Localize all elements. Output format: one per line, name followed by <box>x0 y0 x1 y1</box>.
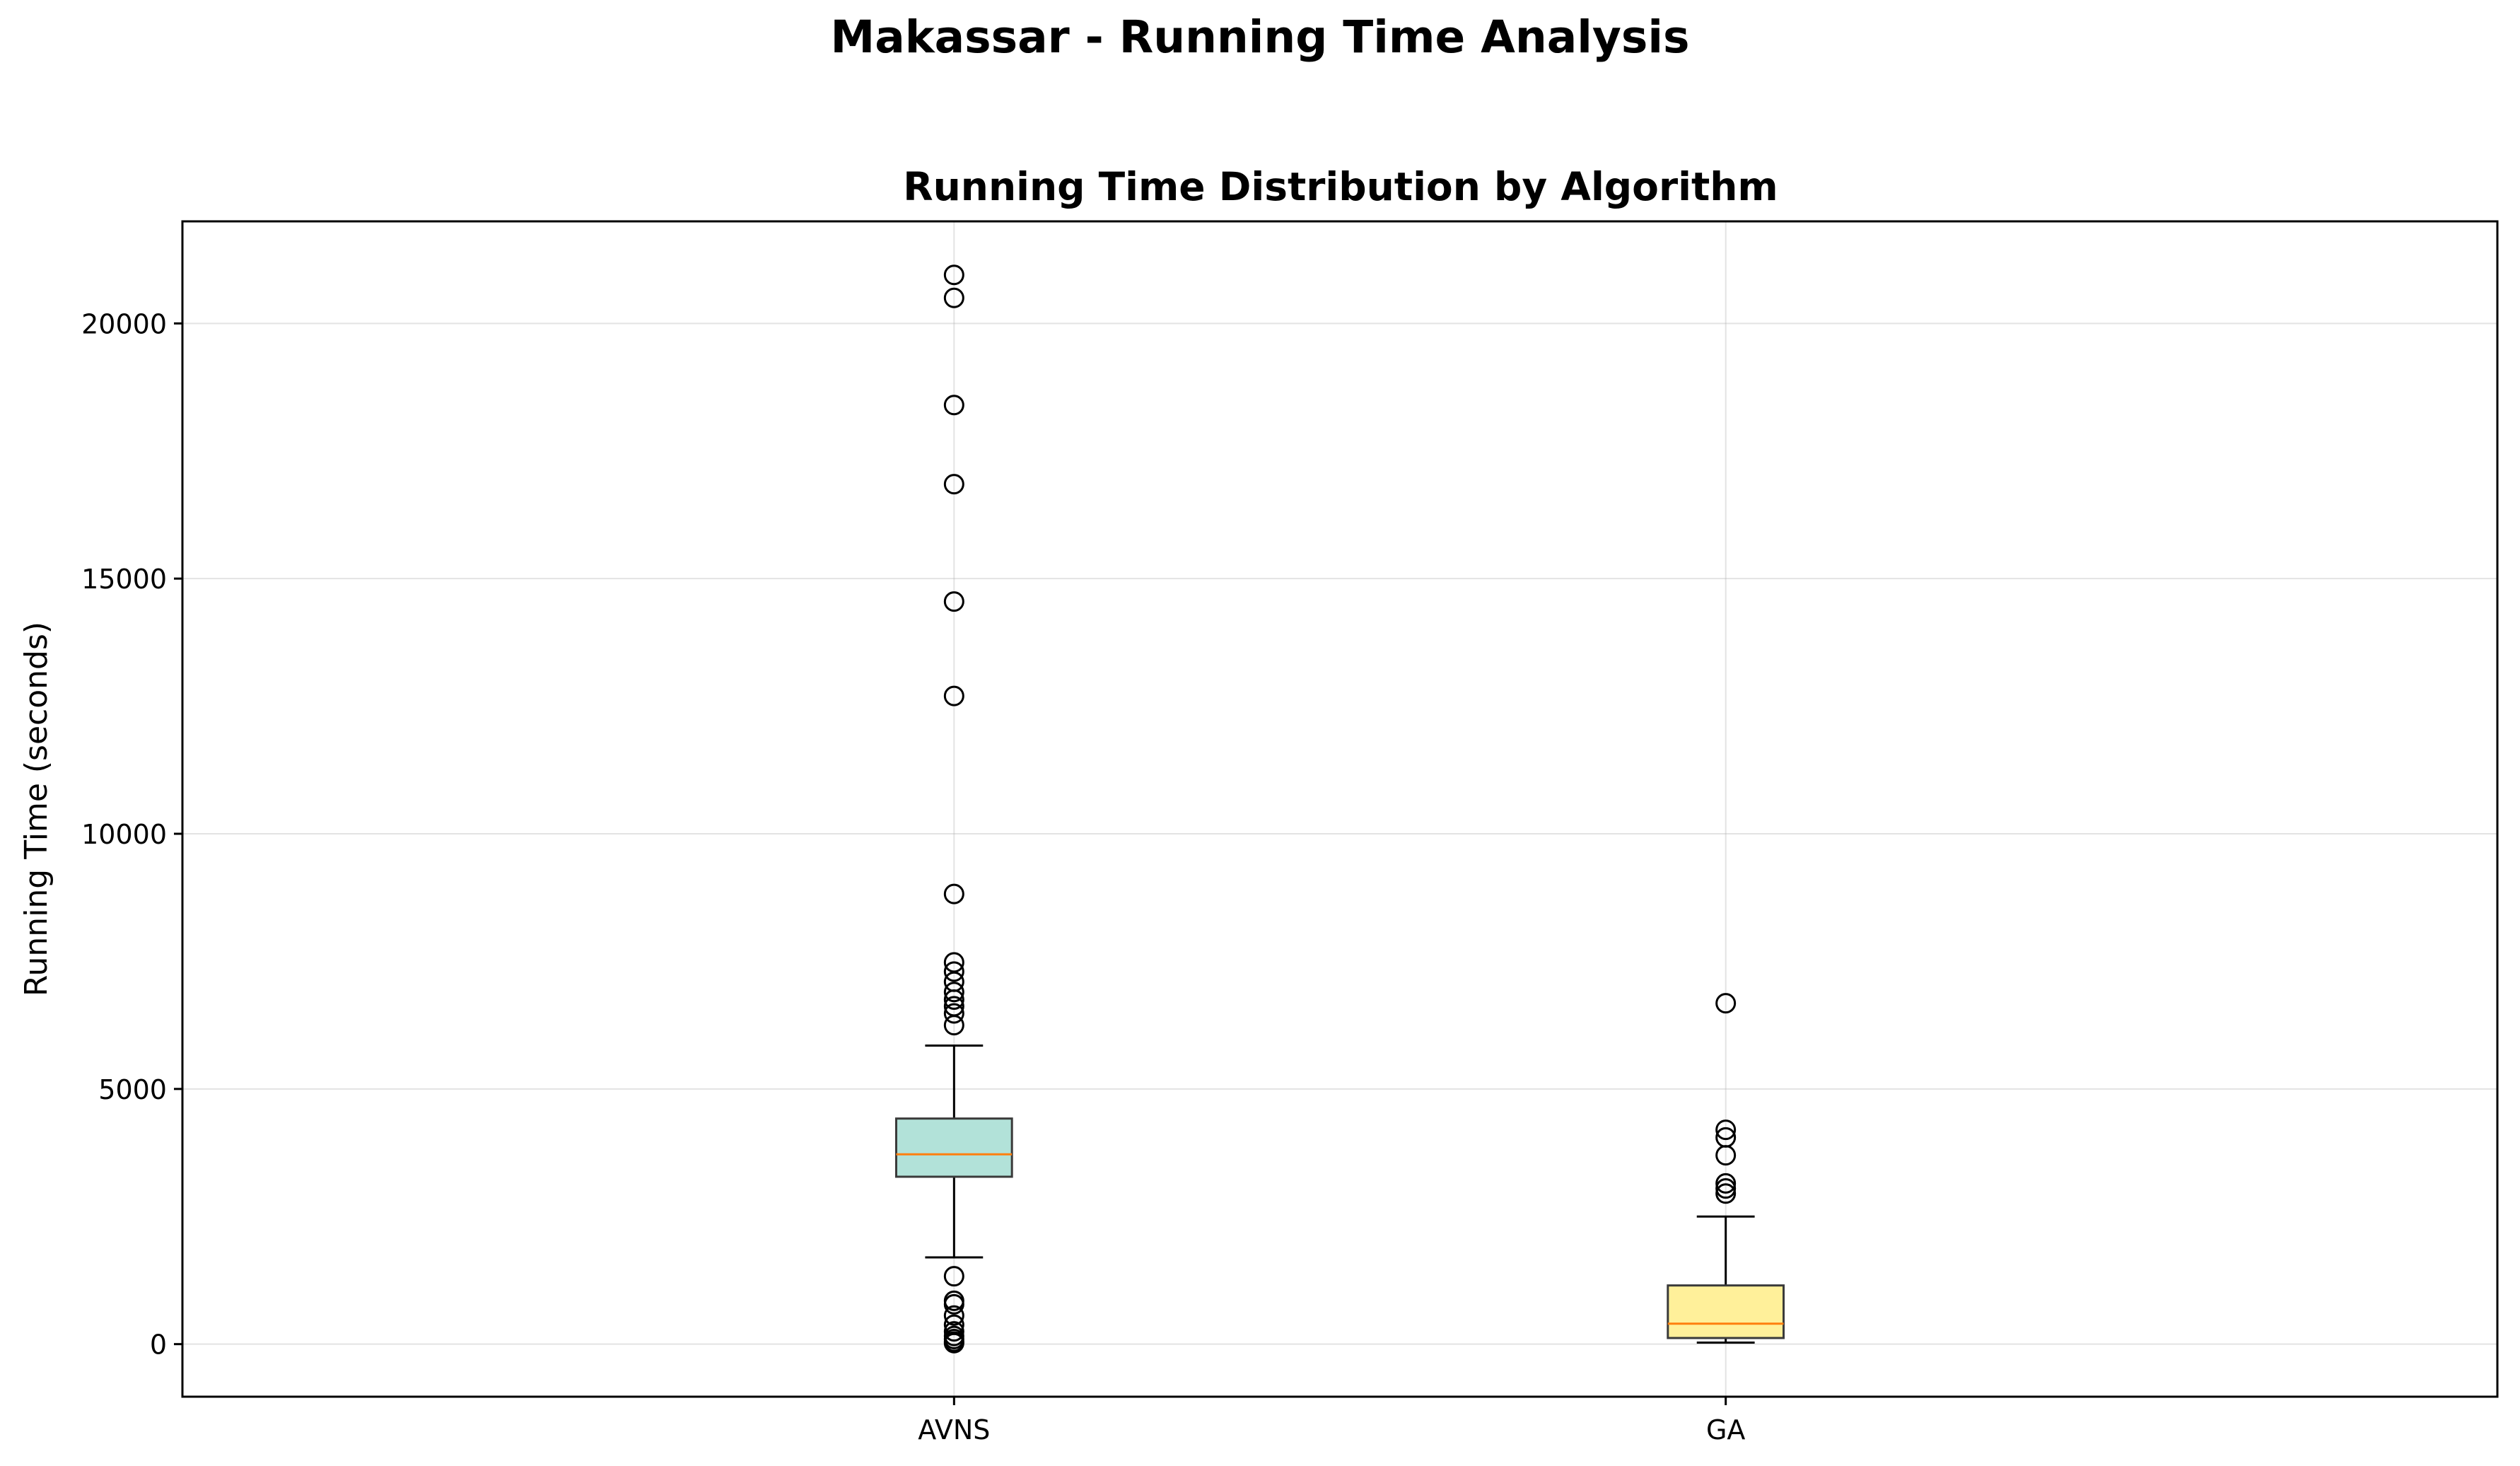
x-tick-label: AVNS <box>918 1414 990 1445</box>
grid-lines <box>182 221 2497 1397</box>
outlier-point <box>943 1305 964 1326</box>
y-tick-label: 20000 <box>81 308 167 339</box>
chart-title: Running Time Distribution by Algorithm <box>903 164 1778 209</box>
y-axis-label: Running Time (seconds) <box>18 622 54 996</box>
outlier-point <box>943 591 964 612</box>
y-tick-label: 10000 <box>81 819 167 850</box>
outlier-point <box>1715 1119 1737 1141</box>
plot-area-frame <box>181 220 2499 1398</box>
outlier-point <box>943 1266 964 1287</box>
outlier-point <box>1715 1145 1737 1166</box>
outlier-point <box>943 264 964 286</box>
x-tick-label: GA <box>1706 1414 1745 1445</box>
outlier-point <box>1715 993 1737 1014</box>
outlier-point <box>943 474 964 495</box>
outlier-point <box>1715 1183 1737 1204</box>
figure-suptitle: Makassar - Running Time Analysis <box>831 11 1690 63</box>
outlier-point <box>943 1321 964 1342</box>
y-tick-label: 15000 <box>81 564 167 595</box>
y-tick-label: 0 <box>150 1330 167 1361</box>
outlier-points <box>943 264 1737 1354</box>
box-avns <box>894 1044 1013 1259</box>
box-iqr <box>894 1117 1013 1178</box>
x-axis-ticks: AVNS GA <box>918 1397 1745 1445</box>
outlier-point <box>943 395 964 416</box>
outlier-point <box>943 961 964 982</box>
outlier-point <box>943 989 964 1011</box>
y-axis-ticks: 0 5000 10000 15000 20000 <box>81 308 182 1361</box>
outlier-point <box>943 982 964 1003</box>
y-tick-label: 5000 <box>98 1074 167 1105</box>
outlier-point <box>1715 1173 1737 1194</box>
outlier-point <box>943 883 964 904</box>
outlier-point <box>943 1332 964 1354</box>
box-plots <box>894 1044 1785 1344</box>
outlier-point <box>943 1293 964 1315</box>
box-ga <box>1667 1215 1785 1344</box>
outlier-point <box>943 287 964 308</box>
outlier-point <box>1715 1178 1737 1199</box>
outlier-point <box>943 1003 964 1024</box>
box-iqr <box>1667 1284 1785 1339</box>
outlier-point <box>943 1015 964 1036</box>
outlier-point <box>943 685 964 706</box>
